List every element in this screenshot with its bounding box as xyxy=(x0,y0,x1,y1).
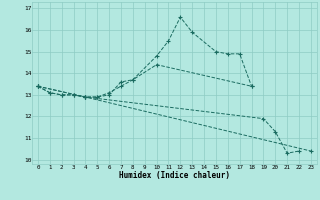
X-axis label: Humidex (Indice chaleur): Humidex (Indice chaleur) xyxy=(119,171,230,180)
